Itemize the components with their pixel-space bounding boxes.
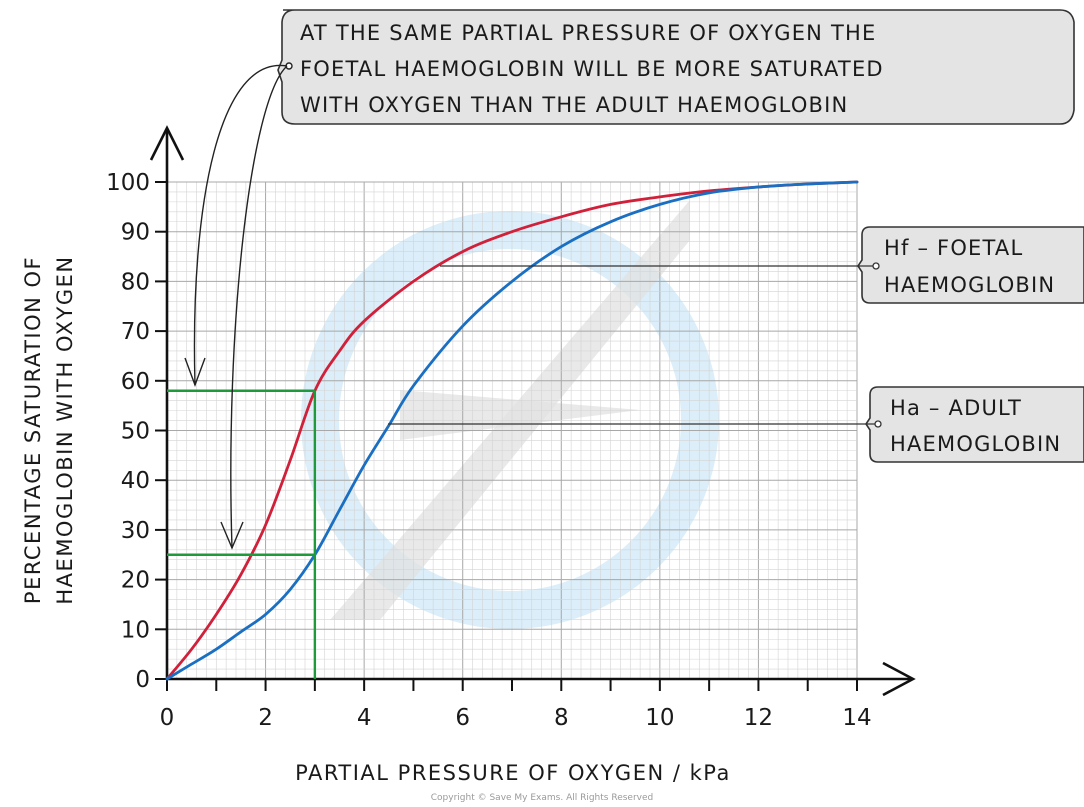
y-tick-label: 10 xyxy=(121,617,150,643)
adult-label-box: Ha – ADULT HAEMOGLOBIN xyxy=(865,386,1084,463)
callout-box: AT THE SAME PARTIAL PRESSURE OF OXYGEN T… xyxy=(277,9,1075,125)
arrowhead-adult xyxy=(220,521,244,550)
x-tick-label: 10 xyxy=(645,705,674,731)
x-tick-label: 14 xyxy=(842,705,871,731)
callout-box-shape xyxy=(277,9,1075,125)
adult-leader-dot xyxy=(874,420,882,428)
y-tick-label: 50 xyxy=(121,419,150,445)
y-tick-label: 60 xyxy=(121,369,150,395)
watermark-ring xyxy=(301,211,719,629)
foetal-label-box: Hf – FOETAL HAEMOGLOBIN xyxy=(857,226,1084,304)
y-axis-title-line-2: HAEMOGLOBIN WITH OXYGEN xyxy=(53,255,77,604)
x-axis-title: PARTIAL PRESSURE OF OXYGEN / kPa xyxy=(295,761,731,785)
watermark-wedge xyxy=(400,390,640,440)
x-tick-label: 8 xyxy=(554,705,569,731)
foetal-label-line-2: HAEMOGLOBIN xyxy=(884,273,1055,297)
arrow-to-adult-point xyxy=(230,65,288,549)
arrowhead-foetal xyxy=(184,357,206,388)
x-axis-arrowhead xyxy=(882,661,916,697)
x-tick-label: 6 xyxy=(455,705,470,731)
foetal-label-line-1: Hf – FOETAL xyxy=(884,236,1023,260)
y-tick-label: 20 xyxy=(121,568,150,594)
y-tick-label: 80 xyxy=(121,269,150,295)
x-tick-label: 4 xyxy=(357,705,372,731)
adult-label-line-1: Ha – ADULT xyxy=(890,396,1022,420)
chart-annotations xyxy=(167,389,317,679)
y-tick-label: 0 xyxy=(135,667,150,693)
chart-axes: 0 2 4 6 8 10 12 14 0 10 20 30 40 50 60 70 80 90 100 xyxy=(106,125,916,731)
y-tick-label: 40 xyxy=(121,468,150,494)
y-axis-title-line-1: PERCENTAGE SATURATION OF xyxy=(21,256,45,604)
callout-line-1: AT THE SAME PARTIAL PRESSURE OF OXYGEN T… xyxy=(300,21,876,45)
chart-grid xyxy=(166,181,858,680)
y-axis-arrowhead xyxy=(149,125,185,161)
copyright-notice: Copyright © Save My Exams. All Rights Re… xyxy=(431,793,653,803)
y-tick-label: 30 xyxy=(121,518,150,544)
callout-line-3: WITH OXYGEN THAN THE ADULT HAEMOGLOBIN xyxy=(300,93,848,117)
y-tick-label: 90 xyxy=(121,220,150,246)
foetal-leader-dot xyxy=(872,262,880,270)
chart-series xyxy=(165,180,859,681)
adult-label-shape xyxy=(865,386,1084,463)
watermark-logo xyxy=(301,200,719,629)
callout-line-2: FOETAL HAEMOGLOBIN WILL BE MORE SATURATE… xyxy=(300,57,884,81)
foetal-haemoglobin-curve xyxy=(165,180,859,681)
y-tick-label: 100 xyxy=(106,170,150,196)
x-tick-label: 12 xyxy=(744,705,773,731)
x-tick-label: 2 xyxy=(258,705,273,731)
label-leaders xyxy=(388,262,882,428)
callout-arrows xyxy=(184,62,293,550)
x-tick-label: 0 xyxy=(160,705,175,731)
foetal-label-shape xyxy=(857,226,1084,304)
adult-label-line-2: HAEMOGLOBIN xyxy=(890,432,1061,456)
adult-haemoglobin-curve xyxy=(165,180,859,681)
y-tick-label: 70 xyxy=(121,319,150,345)
arrow-to-foetal-point xyxy=(193,64,288,386)
